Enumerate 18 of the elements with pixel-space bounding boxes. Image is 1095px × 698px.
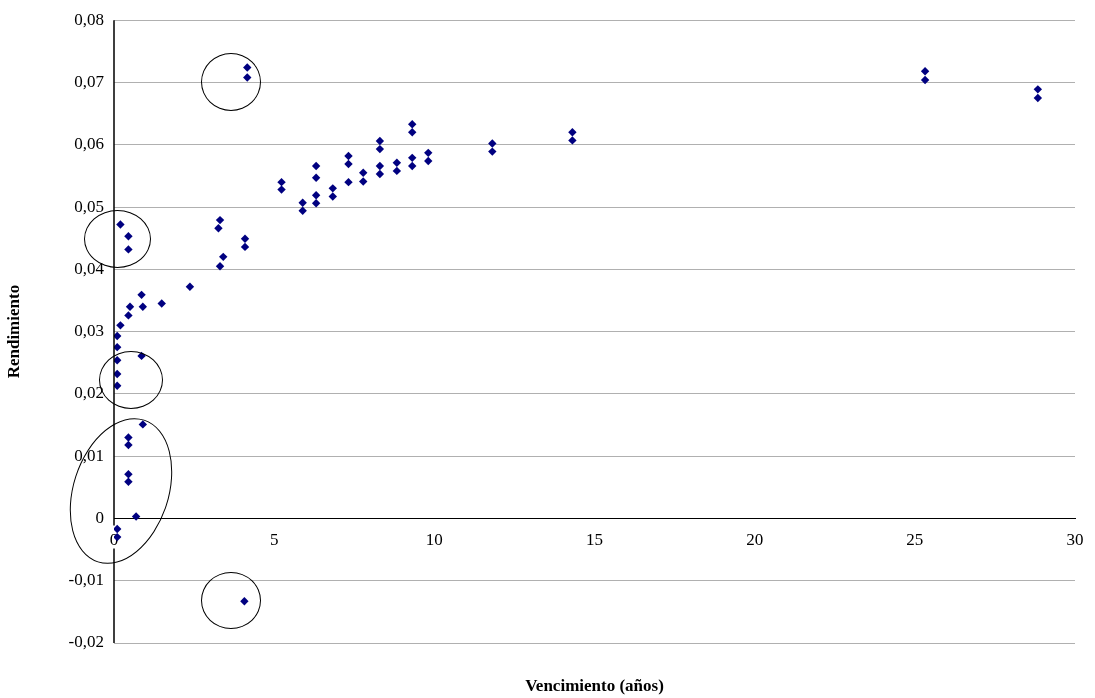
y-tick-label: -0,02 xyxy=(68,632,104,652)
y-tick-label: 0,02 xyxy=(74,383,104,403)
y-tick-label: 0,08 xyxy=(74,9,104,29)
y-tick-label: 0 xyxy=(95,507,104,527)
y-tick-label: 0,06 xyxy=(74,134,104,154)
y-tick-label: 0,04 xyxy=(74,258,105,278)
y-axis-title: Rendimiento xyxy=(3,284,23,379)
x-tick-label: 5 xyxy=(269,530,279,550)
x-tick-label: 25 xyxy=(906,530,924,550)
y-tick-label: 0,07 xyxy=(74,71,105,91)
x-tick-label: 10 xyxy=(425,530,443,550)
x-tick-label: 20 xyxy=(746,530,764,550)
x-tick-label: 15 xyxy=(586,530,603,550)
y-tick-label: 0,05 xyxy=(74,196,104,216)
x-tick-label: 30 xyxy=(1066,530,1084,550)
y-tick-label: 0,03 xyxy=(74,321,104,341)
y-tick-label: -0,01 xyxy=(68,570,104,590)
x-axis-title: Vencimiento (años) xyxy=(524,676,665,696)
